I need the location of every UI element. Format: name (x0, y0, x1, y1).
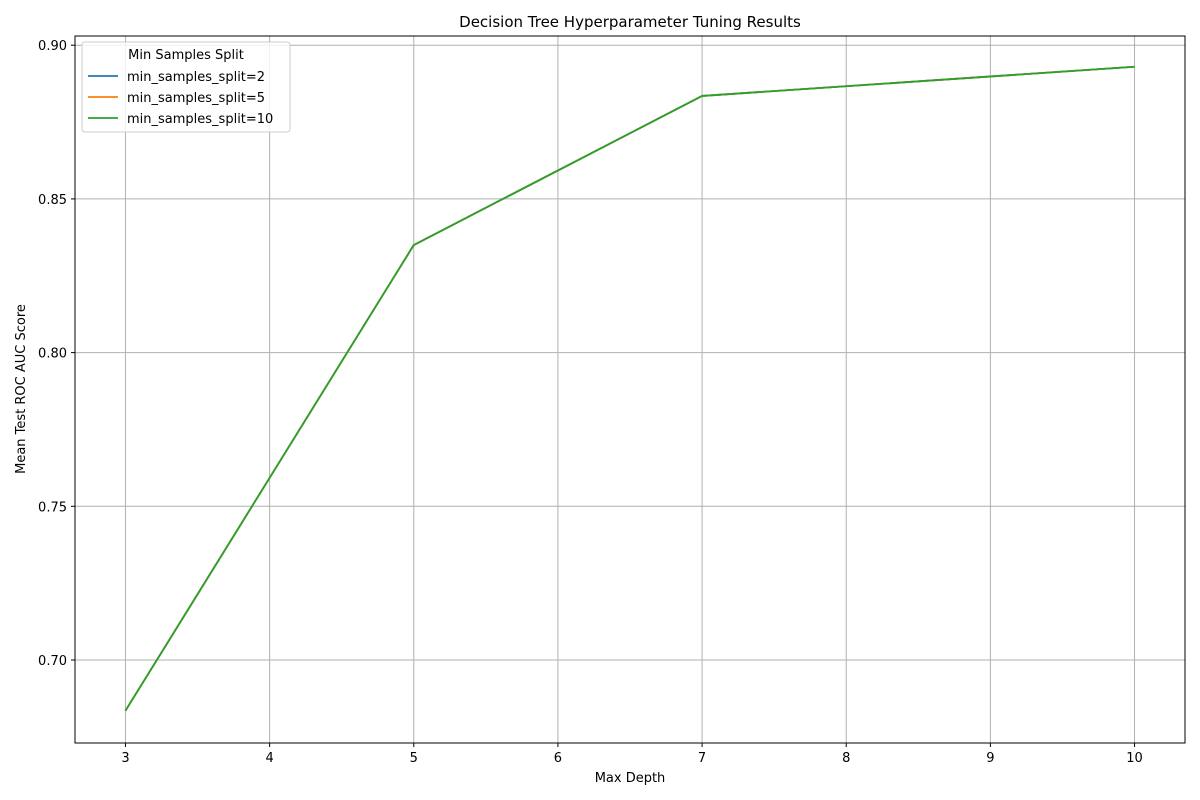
x-tick-label: 5 (410, 751, 418, 766)
x-tick-label: 3 (121, 751, 129, 766)
grid-lines (75, 36, 1185, 743)
x-tick-label: 4 (265, 751, 273, 766)
legend-entry-label: min_samples_split=10 (127, 112, 273, 127)
plot-frame (74, 35, 1186, 744)
y-tick-label: 0.70 (38, 654, 67, 669)
x-tick-label: 6 (554, 751, 562, 766)
x-tick-label: 8 (842, 751, 850, 766)
x-tick-label: 7 (698, 751, 706, 766)
y-tick-label: 0.90 (38, 39, 67, 54)
series-line-2 (124, 65, 1135, 712)
chart-title: Decision Tree Hyperparameter Tuning Resu… (459, 13, 801, 31)
series-lines (124, 65, 1135, 712)
legend-entry-label: min_samples_split=5 (127, 91, 265, 106)
axis-ticks: 3 4 5 6 7 8 9 10 0.70 0.75 0.80 0.85 0.90 (38, 39, 1143, 766)
x-tick-label: 10 (1126, 751, 1143, 766)
legend: Min Samples Split min_samples_split=2 min_… (81, 41, 291, 133)
x-tick-label: 9 (986, 751, 994, 766)
y-axis-label: Mean Test ROC AUC Score (14, 304, 29, 474)
legend-box (81, 41, 291, 133)
legend-entry-label: min_samples_split=2 (127, 70, 265, 85)
y-tick-label: 0.85 (38, 193, 67, 208)
y-tick-label: 0.75 (38, 500, 67, 515)
legend-title: Min Samples Split (128, 48, 244, 63)
y-tick-label: 0.80 (38, 347, 67, 362)
x-axis-label: Max Depth (595, 771, 666, 786)
